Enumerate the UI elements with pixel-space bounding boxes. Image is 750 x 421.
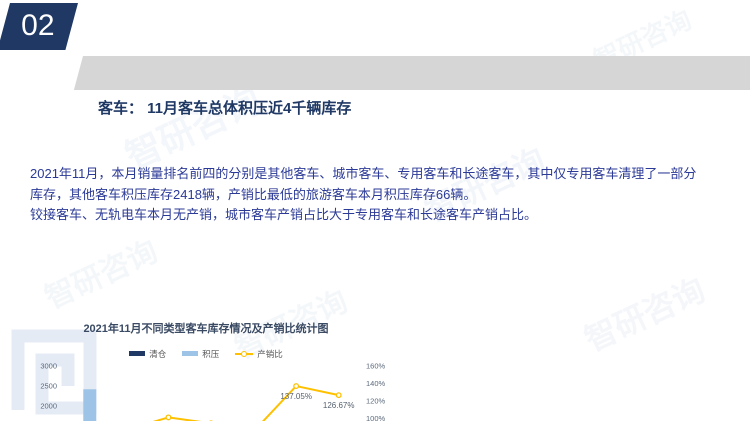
legend-item-积压: 积压: [182, 348, 219, 360]
header-bar: [73, 56, 750, 90]
y-right-tick: 140%: [366, 379, 386, 388]
intro-line-2: 库存，其他客车积压库存2418辆，产销比最低的旅游客车本月积压库存66辆。: [30, 186, 477, 202]
ratio-point: [335, 391, 342, 398]
y-right-tick: 100%: [366, 414, 386, 421]
ratio-point: [293, 382, 300, 389]
logo-spiral-icon: [11, 329, 97, 415]
legend-item-清仓: 清仓: [129, 348, 166, 360]
legend-label: 积压: [202, 348, 220, 359]
brand-watermark: 智研咨询: [579, 271, 711, 359]
y-right-tick: 160%: [366, 361, 386, 370]
brand-watermark: 智研咨询: [40, 234, 163, 316]
section-number-block: 02: [0, 3, 79, 50]
inventory-chart-title: 2021年11月不同类型客车库存情况及产销比统计图: [83, 322, 329, 335]
intro-line-1: 2021年11月，本月销量排名前四的分别是其他客车、城市客车、专用客车和长途客车…: [30, 166, 697, 181]
legend-swatch-icon: [182, 351, 199, 356]
ratio-data-label: 137.05%: [280, 392, 312, 401]
inventory-combo-chart: 2021年11月不同类型客车库存情况及产销比统计图 清仓 积压 产销比 3000 25…: [28, 312, 386, 421]
legend-item-产销比: 产销比: [235, 348, 283, 360]
legend-swatch-icon: [129, 351, 146, 356]
page-title: 客车： 11月客车总体积压近4千辆库存: [98, 100, 352, 117]
ratio-point: [165, 413, 172, 420]
chart-legend: 清仓 积压 产销比: [28, 348, 384, 360]
bar-其他客车: [83, 388, 97, 421]
intro-line-3: 铰接客车、无轨电车本月无产销，城市客车产销占比大于专用客车和长途客车产销占比。: [30, 207, 538, 222]
y-left-tick: 2000: [40, 401, 57, 410]
legend-marker-icon: [241, 350, 248, 357]
intro-text: 2021年11月，本月销量排名前四的分别是其他客车、城市客车、专用客车和长途客车…: [30, 164, 746, 226]
y-left-tick: 3000: [40, 361, 57, 370]
y-right-tick: 120%: [366, 396, 386, 405]
legend-swatch-icon: [235, 350, 254, 357]
ratio-data-label: 126.67%: [323, 401, 355, 410]
legend-label: 清仓: [149, 348, 167, 359]
inventory-chart-plot: 300025002000150010005000-500160%140%120%…: [40, 361, 386, 421]
y-left-tick: 2500: [40, 381, 57, 390]
legend-label: 产销比: [257, 348, 283, 359]
brand-logo-watermark: [11, 329, 97, 415]
section-number: 02: [21, 9, 55, 42]
